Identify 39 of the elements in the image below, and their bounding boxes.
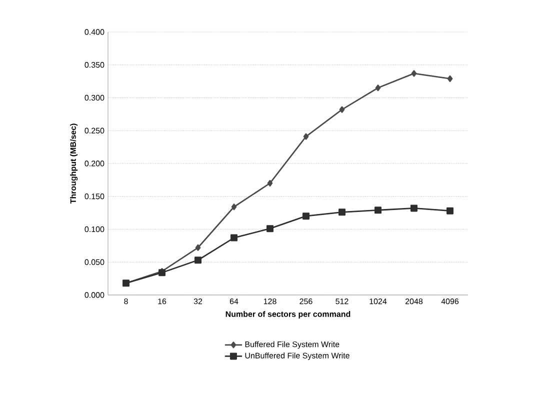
point [266,225,274,232]
y-tick-label: 0.300 [84,94,104,101]
y-tick-label: 0.000 [84,292,104,298]
x-tick-label: 2048 [406,298,423,304]
point [338,208,346,216]
point [411,70,417,77]
x-tick-label: 1024 [370,298,387,304]
y-tick-label: 0.400 [84,29,104,35]
x-tick-label: 16 [158,298,166,304]
x-tick-label: 64 [230,298,238,304]
x-tick-label: 8 [124,298,128,304]
point [446,207,454,214]
y-tick-label: 0.100 [84,226,104,232]
legend-label: UnBuffered File System Write [245,352,350,360]
point [195,244,201,251]
y-tick-label: 0.200 [84,160,104,166]
x-tick-label: 4096 [441,298,459,304]
point [374,206,382,214]
x-tick-label: 32 [194,298,202,304]
point [339,106,345,113]
point [375,84,381,92]
point [410,204,418,212]
x-tick-label: 512 [336,298,348,304]
y-tick-label: 0.150 [84,194,104,200]
point [194,256,202,264]
point [231,204,237,210]
y-tick-label: 0.050 [84,259,104,265]
point [303,133,309,140]
y-tick-label: 0.250 [84,128,104,134]
y-tick-label: 0.350 [84,62,104,68]
y-axis-title: Throughput (MB/sec) [70,124,78,204]
x-tick-label: 128 [264,298,276,304]
x-tick-label: 256 [300,298,312,304]
point [302,212,310,220]
point [267,180,273,187]
x-axis-title: Number of sectors per command [226,311,350,319]
legend-label: Buffered File System Write [245,341,340,349]
point [447,75,453,82]
point [230,234,238,242]
